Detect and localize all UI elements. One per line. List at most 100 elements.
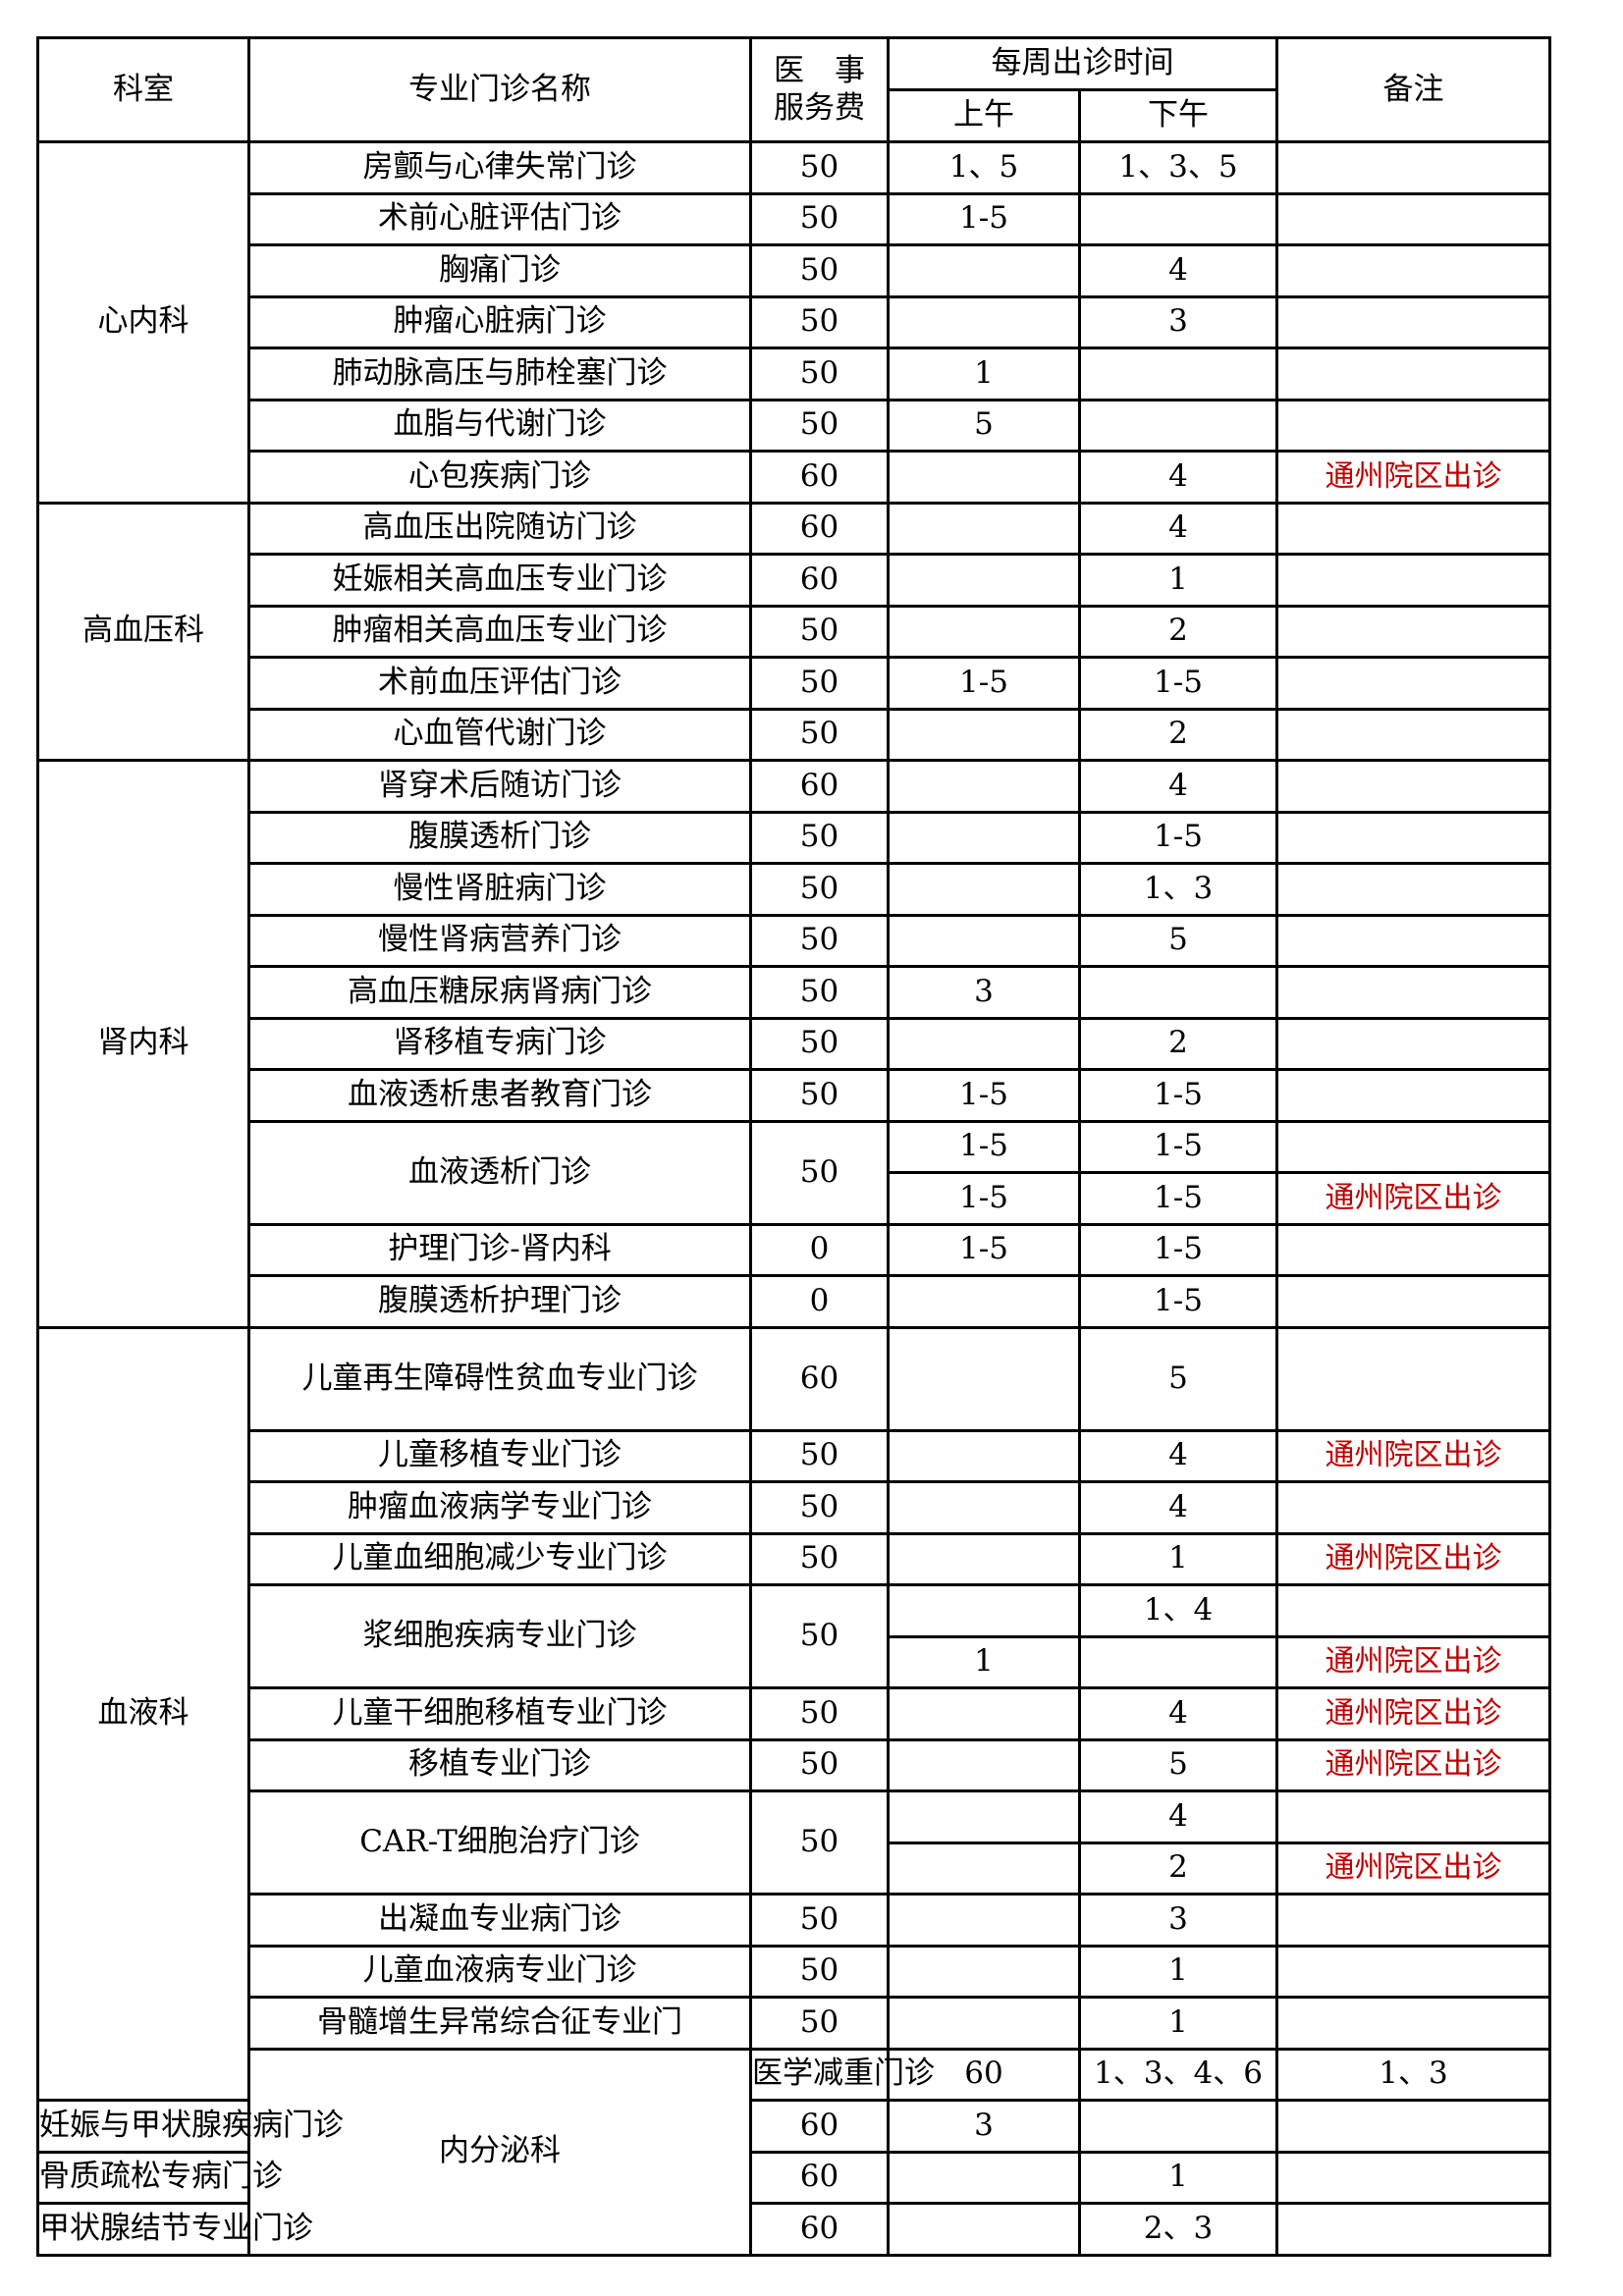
- clinic-name-cell: 高血压出院随访门诊: [247, 501, 752, 556]
- clinic-name-cell: 心包疾病门诊: [247, 450, 752, 505]
- fee-cell: 50: [749, 243, 890, 298]
- pm-cell: 1-5: [1078, 656, 1278, 711]
- pm-cell: 1: [1078, 1531, 1278, 1586]
- remark-cell: [1275, 2150, 1551, 2205]
- pm-cell: 1、3: [1275, 2047, 1551, 2102]
- clinic-name-cell: 腹膜透析护理门诊: [247, 1274, 752, 1329]
- remark-cell: [1275, 1016, 1551, 1071]
- header-fee-line2: 服务费: [774, 89, 865, 126]
- remark-cell: [1275, 810, 1551, 865]
- remark-cell: [1275, 1944, 1551, 1999]
- fee-cell: 60: [749, 2099, 890, 2154]
- fee-cell: 50: [749, 294, 890, 349]
- pm-cell: [1078, 398, 1278, 453]
- table-row: 肺动脉高压与肺栓塞门诊 50 1: [38, 347, 1551, 401]
- department-cell: 肾内科: [36, 759, 250, 1329]
- pm-cell: 4: [1078, 450, 1278, 505]
- am-cell: [887, 1893, 1081, 1948]
- am-cell: [887, 553, 1081, 608]
- table-row: 骨髓增生异常综合征专业门 50 1: [38, 1996, 1551, 2051]
- table-row: 1 通州院区出诊: [38, 1634, 1551, 1689]
- clinic-name-cell: 儿童再生障碍性贫血专业门诊: [247, 1325, 752, 1432]
- remark-cell: [1275, 1222, 1551, 1277]
- pm-cell: 1-5: [1078, 1171, 1278, 1226]
- table-row: 血脂与代谢门诊 50 5: [38, 398, 1551, 453]
- clinic-name-cell: 出凝血专业病门诊: [247, 1893, 752, 1948]
- remark-cell: [1275, 1068, 1551, 1123]
- remark-cell: 通州院区出诊: [1275, 1531, 1551, 1586]
- clinic-name-cell: 血脂与代谢门诊: [247, 398, 752, 453]
- table-row: 护理门诊-肾内科 0 1-5 1-5: [38, 1222, 1551, 1277]
- clinic-name-cell: 术前血压评估门诊: [247, 656, 752, 711]
- fee-cell: 50: [749, 1016, 890, 1071]
- remark-cell: [1275, 347, 1551, 401]
- clinic-name-cell: 肿瘤心脏病门诊: [247, 294, 752, 349]
- am-cell: [887, 2202, 1081, 2257]
- clinic-name-cell: 肺动脉高压与肺栓塞门诊: [247, 347, 752, 401]
- table-row: 儿童血细胞减少专业门诊 50 1 通州院区出诊: [38, 1531, 1551, 1586]
- fee-cell: 60: [749, 450, 890, 505]
- fee-cell: 0: [749, 1222, 890, 1277]
- table-row: CAR-T细胞治疗门诊 50 4: [38, 1789, 1551, 1896]
- am-cell: [887, 707, 1081, 762]
- remark-cell: [1275, 398, 1551, 453]
- clinic-name-cell: 儿童干细胞移植专业门诊: [247, 1686, 752, 1741]
- am-cell: [887, 1996, 1081, 2051]
- am-cell: 3: [887, 965, 1081, 1020]
- pm-cell: 5: [1078, 1325, 1278, 1432]
- clinic-schedule-table: 科室 专业门诊名称 医 事服务费 每周出诊时间 备注 上午 下午 心内科 房颤与心…: [36, 36, 1551, 2257]
- remark-cell: 通州院区出诊: [1275, 1634, 1551, 1689]
- remark-cell: [1275, 1893, 1551, 1948]
- am-cell: 1、5: [887, 140, 1081, 195]
- fee-cell: 0: [749, 1274, 890, 1329]
- am-cell: 1: [887, 347, 1081, 401]
- header-weekly-time: 每周出诊时间: [887, 36, 1278, 91]
- fee-cell: 50: [749, 1996, 890, 2051]
- am-cell: [887, 913, 1081, 968]
- fee-cell: 50: [749, 1737, 890, 1792]
- remark-cell: [1275, 1119, 1551, 1174]
- am-cell: 3: [887, 2099, 1081, 2154]
- fee-cell: 50: [749, 862, 890, 917]
- clinic-name-cell: 妊娠相关高血压专业门诊: [247, 553, 752, 608]
- fee-cell: 50: [749, 1428, 890, 1483]
- fee-cell: 50: [749, 707, 890, 762]
- pm-cell: 1-5: [1078, 810, 1278, 865]
- table-row: 妊娠与甲状腺疾病门诊 60 3: [36, 2099, 1551, 2154]
- pm-cell: 4: [1078, 1686, 1278, 1741]
- table-row: 1-5 1-5 通州院区出诊: [38, 1171, 1551, 1226]
- fee-cell: 60: [749, 2202, 890, 2257]
- table-row: 内分泌科 医学减重门诊 60 1、3、4、6 1、3: [38, 2047, 1551, 2257]
- remark-cell: [1275, 294, 1551, 349]
- table-row: 血液透析患者教育门诊 50 1-5 1-5: [38, 1068, 1551, 1123]
- fee-cell: 50: [749, 1531, 890, 1586]
- table-row: 血液科 儿童再生障碍性贫血专业门诊 60 5: [36, 1325, 1551, 2102]
- am-cell: [887, 1531, 1081, 1586]
- remark-cell: [1275, 604, 1551, 659]
- clinic-name-cell: 心血管代谢门诊: [247, 707, 752, 762]
- clinic-name-cell: 肿瘤血液病学专业门诊: [247, 1480, 752, 1535]
- remark-cell: [1275, 1789, 1551, 1844]
- table-row: 浆细胞疾病专业门诊 50 1、4: [38, 1583, 1551, 1689]
- fee-cell: 50: [749, 810, 890, 865]
- table-row: 心内科 房颤与心律失常门诊 50 1、5 1、3、5: [36, 140, 1551, 505]
- clinic-name-cell: 腹膜透析门诊: [247, 810, 752, 865]
- header-clinic-name: 专业门诊名称: [247, 36, 752, 143]
- remark-cell: [1275, 965, 1551, 1020]
- pm-cell: 1-5: [1078, 1068, 1278, 1123]
- fee-cell: 50: [749, 1583, 890, 1689]
- remark-cell: [1275, 243, 1551, 298]
- table-row: 胸痛门诊 50 4: [38, 243, 1551, 298]
- header-department: 科室: [36, 36, 250, 143]
- clinic-name-cell: 甲状腺结节专业门诊: [36, 2202, 313, 2257]
- remark-cell: [1275, 2202, 1551, 2257]
- pm-cell: 2: [1078, 1016, 1278, 1071]
- header-fee: 医 事服务费: [749, 36, 890, 143]
- am-cell: [887, 1737, 1081, 1792]
- table-row: 心包疾病门诊 60 4 通州院区出诊: [38, 450, 1551, 505]
- table-body: 心内科 房颤与心律失常门诊 50 1、5 1、3、5 术前心脏评估门诊 50 1-5 胸痛门诊 5…: [36, 140, 1551, 2257]
- fee-cell: 60: [749, 553, 890, 608]
- pm-cell: 4: [1078, 1789, 1278, 1844]
- table-row: 腹膜透析门诊 50 1-5: [38, 810, 1551, 865]
- pm-cell: 1、3、5: [1078, 140, 1278, 195]
